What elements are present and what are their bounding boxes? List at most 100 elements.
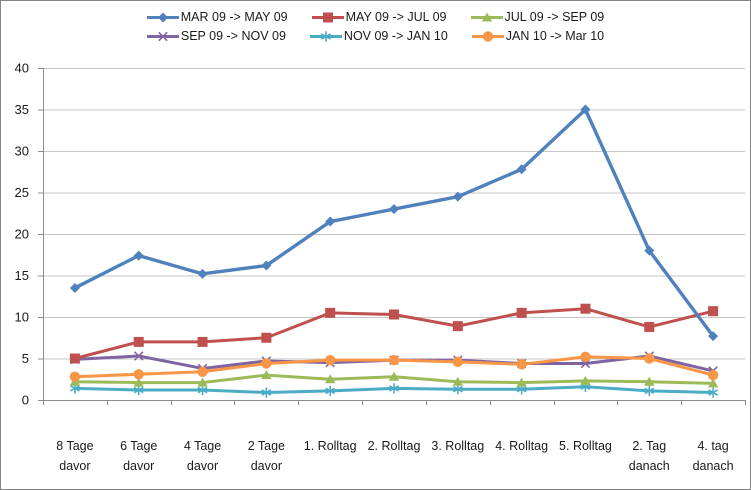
series-jan-10-mar-10 (69, 351, 719, 382)
legend-item-jul-09-sep-09: JUL 09 -> SEP 09 (470, 10, 605, 24)
legend-label: MAY 09 -> JUL 09 (345, 10, 447, 24)
y-tick-label: 0 (22, 393, 29, 408)
triangle-marker (580, 375, 591, 385)
diamond-marker (389, 204, 399, 215)
diamond-marker (325, 216, 336, 227)
diamond-marker (157, 12, 168, 22)
legend-label: JUL 09 -> SEP 09 (504, 10, 605, 24)
legend-label: JAN 10 -> Mar 10 (505, 29, 605, 43)
square-legend-icon (311, 12, 344, 22)
x-tick-label: 4. tag (697, 439, 728, 453)
circle-marker (644, 353, 655, 364)
series-nov-09-jan-10 (70, 381, 718, 398)
y-tick-label: 5 (22, 351, 29, 366)
circle-marker (580, 351, 591, 363)
y-tick-label: 15 (15, 268, 29, 283)
y-tick-label: 35 (15, 102, 29, 117)
legend-row: MAR 09 -> MAY 09 MAY 09 -> JUL 09 JUL 09 -… (146, 10, 605, 24)
y-tick-label: 40 (15, 61, 29, 76)
series-jul-09-sep-09 (69, 370, 719, 388)
x-tick-label: 6 Tage (120, 439, 157, 453)
diamond-marker (261, 260, 272, 271)
diamond-marker (708, 331, 719, 342)
x-legend-icon (146, 31, 179, 41)
x-tick-label: 8 Tage (56, 439, 93, 453)
chart-legend: MAR 09 -> MAY 09 MAY 09 -> JUL 09 JUL 09 -… (1, 10, 750, 43)
x-marker (158, 31, 168, 41)
circle-marker (516, 359, 527, 370)
asterisk-marker (321, 30, 331, 42)
circle-marker (133, 369, 144, 380)
legend-row: SEP 09 -> NOV 09 NOV 09 -> JAN 10 JAN 10 -… (146, 29, 605, 43)
diamond-marker (580, 104, 591, 115)
circle-marker (197, 366, 208, 377)
square-marker (197, 336, 208, 347)
triangle-marker (516, 377, 527, 387)
legend-label: SEP 09 -> NOV 09 (180, 29, 286, 43)
asterisk-marker (325, 385, 336, 397)
triangle-marker (388, 371, 400, 381)
square-marker (580, 303, 591, 314)
asterisk-legend-icon (309, 30, 342, 42)
x-tick-label: davor (123, 459, 154, 473)
asterisk-marker (708, 387, 718, 398)
x-tick-label: 5. Rolltag (559, 439, 612, 453)
x-tick-label: 4 Tage (184, 439, 221, 453)
square-marker (644, 321, 655, 332)
series-line (73, 107, 715, 338)
diamond-marker (452, 191, 463, 202)
triangle-marker (261, 370, 272, 380)
x-tick-label: 3. Rolltag (431, 439, 484, 453)
square-marker (69, 353, 80, 364)
square-marker (516, 307, 527, 318)
x-tick-label: davor (187, 459, 218, 473)
square-marker (261, 332, 272, 343)
triangle-marker (133, 377, 144, 387)
triangle-marker (644, 376, 655, 386)
series-may-09-jul-09 (69, 303, 719, 364)
series-mar-09-may-09 (69, 104, 719, 342)
circle-legend-icon (471, 30, 504, 42)
circle-marker (707, 369, 719, 381)
legend-label: MAR 09 -> MAY 09 (180, 10, 288, 24)
triangle-marker (707, 378, 719, 388)
diamond-marker (69, 282, 80, 293)
diamond-marker (644, 245, 655, 256)
asterisk-marker (644, 385, 655, 397)
legend-item-may-09-jul-09: MAY 09 -> JUL 09 (311, 10, 447, 24)
legend-item-sep-09-nov-09: SEP 09 -> NOV 09 (146, 29, 286, 43)
asterisk-marker (389, 383, 399, 394)
diamond-marker (197, 268, 208, 279)
y-tick-label: 10 (15, 310, 29, 325)
x-tick-label: 1. Rolltag (304, 439, 357, 453)
circle-marker (69, 371, 81, 382)
circle-marker (261, 358, 272, 369)
circle-marker (324, 354, 336, 366)
square-marker (389, 309, 399, 320)
x-tick-label: danach (629, 459, 670, 473)
triangle-marker (481, 12, 492, 21)
triangle-legend-icon (470, 12, 503, 21)
x-tick-label: 2. Tag (632, 439, 666, 453)
y-tick-label: 25 (15, 185, 29, 200)
x-marker (133, 351, 144, 361)
x-tick-label: davor (59, 459, 90, 473)
y-tick-label: 20 (15, 227, 29, 242)
x-tick-label: davor (251, 459, 282, 473)
triangle-marker (452, 376, 464, 386)
x-tick-label: 2 Tage (248, 439, 285, 453)
legend-label: NOV 09 -> JAN 10 (343, 29, 448, 43)
triangle-marker (197, 377, 208, 387)
square-marker (133, 336, 144, 347)
square-marker (708, 306, 719, 317)
diamond-marker (516, 164, 527, 175)
circle-marker (388, 354, 400, 366)
triangle-marker (324, 374, 336, 384)
legend-item-nov-09-jan-10: NOV 09 -> JAN 10 (309, 29, 448, 43)
asterisk-marker (261, 387, 272, 398)
asterisk-marker (452, 384, 463, 395)
asterisk-marker (197, 384, 208, 396)
y-tick-label: 30 (15, 144, 29, 159)
